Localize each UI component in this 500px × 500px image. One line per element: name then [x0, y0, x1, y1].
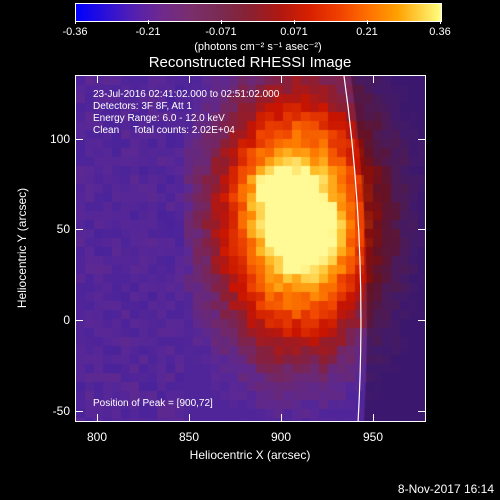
- plot-timestamp: 8-Nov-2017 16:14: [397, 482, 494, 496]
- colorbar-tick-label: 0.36: [429, 26, 451, 38]
- solar-limb-arc: [343, 76, 362, 421]
- y-tick: [75, 229, 83, 230]
- colorbar-tick: [294, 20, 295, 24]
- y-tick-right: [418, 229, 426, 230]
- image-title: Reconstructed RHESSI Image: [148, 54, 352, 71]
- x-tick-top: [373, 75, 374, 83]
- x-tick-label: 850: [178, 430, 200, 444]
- rhessi-image: [76, 76, 425, 421]
- colorbar-tick-label: -0.071: [205, 26, 237, 38]
- y-tick-right: [418, 411, 426, 412]
- x-tick-label: 950: [362, 430, 384, 444]
- x-tick: [373, 414, 374, 422]
- x-tick: [189, 414, 190, 422]
- y-tick: [75, 320, 83, 321]
- colorbar-tick-label: 0.21: [356, 26, 378, 38]
- colorbar-tick-label: -0.36: [62, 26, 88, 38]
- plot-area: 23-Jul-2016 02:41:02.000 to 02:51:02.000…: [75, 75, 426, 422]
- y-tick: [75, 139, 83, 140]
- x-axis-title: Heliocentric X (arcsec): [189, 448, 311, 462]
- time-range-label: 23-Jul-2016 02:41:02.000 to 02:51:02.000: [93, 89, 280, 100]
- x-tick-top: [189, 75, 190, 83]
- y-tick-right: [418, 320, 426, 321]
- detectors-label: Detectors: 3F 8F, Att 1: [93, 101, 192, 112]
- peak-position-label: Position of Peak = [900,72]: [93, 398, 213, 409]
- colorbar-units: (photons cm⁻² s⁻¹ asec⁻²): [194, 41, 322, 53]
- y-tick-label: 100: [49, 132, 70, 146]
- colorbar-tick: [367, 20, 368, 24]
- x-tick-top: [97, 75, 98, 83]
- colorbar-tick: [221, 20, 222, 24]
- y-tick-label: 0: [63, 313, 70, 327]
- energy-range-label: Energy Range: 6.0 - 12.0 keV: [93, 113, 225, 124]
- colorbar-tick-label: -0.21: [135, 26, 161, 38]
- clean-counts-label: Clean Total counts: 2.02E+04: [93, 125, 235, 136]
- y-tick-right: [418, 139, 426, 140]
- colorbar-tick: [75, 20, 76, 24]
- colorbar: [75, 3, 442, 22]
- x-tick-label: 800: [86, 430, 108, 444]
- colorbar-tick-label: 0.071: [280, 26, 308, 38]
- colorbar-tick: [440, 20, 441, 24]
- y-tick: [75, 411, 83, 412]
- colorbar-tick: [148, 20, 149, 24]
- x-tick-top: [281, 75, 282, 83]
- y-tick-label: 50: [56, 222, 70, 236]
- y-axis-title: Heliocentric Y (arcsec): [15, 187, 29, 309]
- solar-limb: [343, 76, 362, 421]
- x-tick: [97, 414, 98, 422]
- y-tick-label: -50: [52, 404, 70, 418]
- x-tick: [281, 414, 282, 422]
- x-tick-label: 900: [270, 430, 292, 444]
